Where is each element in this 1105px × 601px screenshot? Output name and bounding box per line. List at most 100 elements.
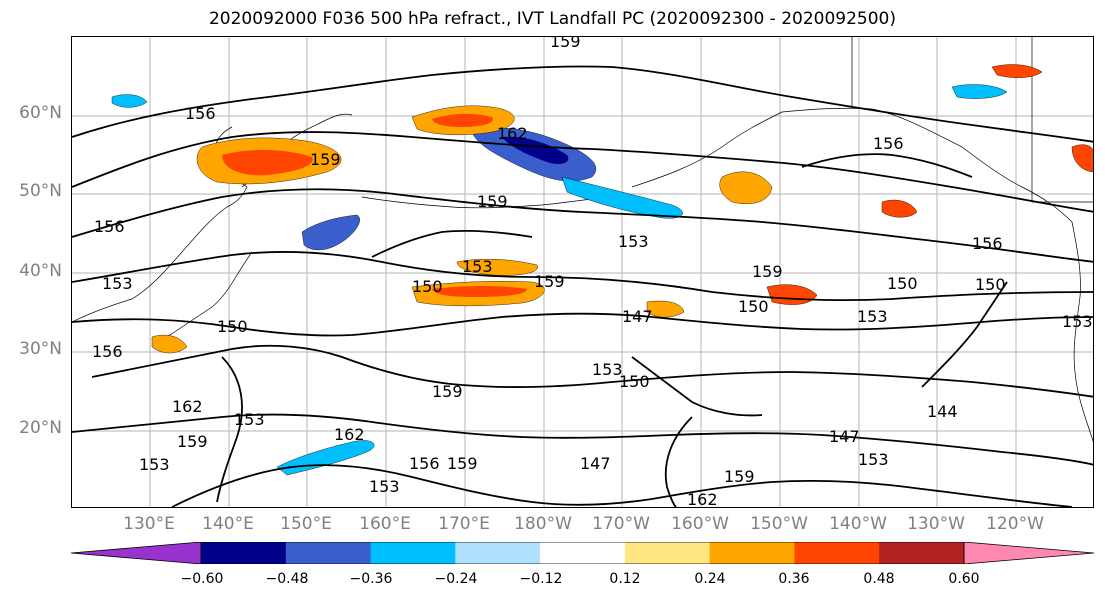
lon-label-170e: 170°E [438,514,490,534]
contour-label: 153 [139,455,170,474]
contour-label: 150 [619,372,650,391]
contour-label: 150 [738,297,769,316]
contour-label: 159 [432,382,463,401]
contour-label: 159 [310,150,341,169]
colorbar-swatch [455,542,541,564]
contour-label: 156 [185,104,216,123]
neg-kuril [301,214,360,251]
contour-line-3 [72,188,1093,263]
contour-label: 147 [829,427,860,446]
pos-east-pacific [766,284,818,305]
contour-label: 153 [369,477,400,496]
lat-label-40n: 40°N [19,261,62,281]
lon-label-150w: 150°W [750,514,808,534]
neg-inner-alaska [502,136,569,165]
lat-label-20n: 20°N [19,418,62,438]
lon-label-170w: 170°W [592,514,650,534]
contour-label: 150 [887,274,918,293]
colorbar-tick: 0.12 [609,571,641,587]
lon-label-160e: 160°E [359,514,411,534]
colorbar-swatch [540,542,626,564]
contour-line-9 [216,356,243,503]
contour-label: 150 [217,317,248,336]
contour-line-5 [72,312,1093,337]
contour-label: 159 [534,272,565,291]
contour-label: 153 [1062,312,1093,331]
pos-northeast [1071,144,1093,173]
colorbar-tick: 0.24 [694,571,726,587]
lon-label-120w: 120°W [986,514,1044,534]
colorbar-swatch [624,542,711,564]
contour-label: 156 [92,342,123,361]
neg-north-east [951,84,1008,99]
colorbar-extend-high [963,542,1094,564]
colorbar-tick: 0.36 [778,571,810,587]
contour-label: 159 [477,192,508,211]
contour-label: 156 [94,217,125,236]
contour-label: 144 [927,402,958,421]
coast-alaska [631,107,1073,223]
colorbar-tick: −0.12 [519,571,563,587]
contour-label: 159 [724,467,755,486]
contour-line-4 [72,251,1093,302]
map-title: 2020092000 F036 500 hPa refract., IVT La… [208,9,896,29]
pos-gulf-alaska [719,171,773,205]
contour-label: 147 [622,307,653,326]
contour-label: 150 [412,277,443,296]
neg-north-west [111,94,148,108]
contour-label: 156 [972,234,1003,253]
colorbar-extend-low [71,542,202,564]
coast-north-america [1071,221,1093,443]
contour-line-8 [171,464,1073,507]
contour-line-1 [72,65,1093,143]
contour-line-12 [371,229,533,258]
border-canada [851,37,1093,203]
shaded-anomalies [111,64,1093,476]
contour-line-2 [72,131,1093,213]
lat-label-30n: 30°N [19,339,62,359]
contour-label: 162 [497,124,528,143]
lon-label-140w: 140°W [829,514,887,534]
contour-label: 153 [462,257,493,276]
contour-line-6 [91,344,1093,398]
pos-north-east-2 [991,64,1043,78]
contour-line-10 [664,416,693,507]
contour-line-13 [801,153,973,178]
map-canvas: 159 156 162 159 156 159 153 156 150 153 … [72,37,1093,508]
contour-label: 156 [873,134,904,153]
lon-label-160w: 160°W [671,514,729,534]
refractivity-contours [72,65,1093,507]
contour-label: 153 [102,274,133,293]
contour-label: 153 [858,450,889,469]
lon-label-140e: 140°E [202,514,254,534]
colorbar-tick: 0.60 [948,571,980,587]
neg-south-pacific [276,440,375,476]
colorbar-swatch [879,542,965,564]
lat-label-60n: 60°N [19,103,62,123]
contour-label: 153 [234,410,265,429]
colorbar [71,542,1094,564]
pos-mid-pacific [646,300,685,318]
contour-label: 159 [177,432,208,451]
contour-label: 150 [975,275,1006,294]
colorbar-swatch [794,542,880,564]
contour-label: 153 [618,232,649,251]
contour-label: 147 [580,454,611,473]
contour-label: 162 [687,490,718,508]
lon-label-150e: 150°E [280,514,332,534]
contour-labels: 159 156 162 159 156 159 153 156 150 153 … [92,37,1093,508]
contour-label: 159 [447,454,478,473]
colorbar-segments [71,542,1094,564]
contour-label: 162 [334,425,365,444]
pos-bering-core [432,113,493,127]
map-panel[interactable]: 159 156 162 159 156 159 153 156 150 153 … [71,36,1094,508]
contour-label: 159 [550,37,581,51]
contour-line-14 [921,281,1008,388]
pos-far-east [881,199,918,218]
lon-label-180w: 180°W [514,514,572,534]
lon-label-130e: 130°E [123,514,175,534]
colorbar-swatch [285,542,372,564]
colorbar-swatch [370,542,456,564]
contour-label: 159 [752,262,783,281]
colorbar-tick: 0.48 [863,571,895,587]
